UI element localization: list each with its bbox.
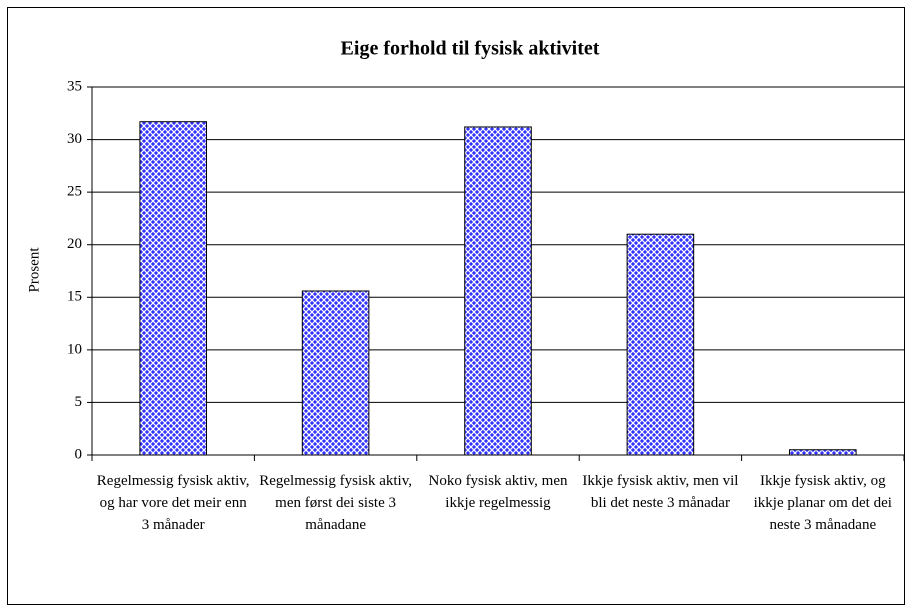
bar [789,449,857,456]
x-tick-label: Ikkje fysisk aktiv, og ikkje planar om d… [753,473,892,533]
y-tick-label: 10 [67,341,82,357]
bar [464,126,532,456]
y-tick-label: 5 [75,394,83,410]
y-tick-label: 20 [67,236,82,252]
x-tick-label: Regelmessig fysisk aktiv, og har vore de… [96,473,250,533]
y-tick-label: 35 [67,78,82,94]
chart-title: Eige forhold til fysisk aktivitet [341,38,600,60]
x-tick-label: Noko fysisk aktiv, men ikkje regelmessig [428,473,568,511]
y-tick-label: 30 [67,131,82,147]
y-tick-label: 15 [67,289,82,305]
y-axis-label: Prosent [26,247,42,293]
x-tick-label: Regelmessig fysisk aktiv, men først dei … [259,473,412,533]
bar [139,121,207,456]
x-tick-label: Ikkje fysisk aktiv, men vil bli det nest… [582,473,739,511]
y-tick-label: 25 [67,184,82,200]
bar [301,290,370,456]
bar [626,233,695,456]
y-tick-label: 0 [75,446,83,462]
